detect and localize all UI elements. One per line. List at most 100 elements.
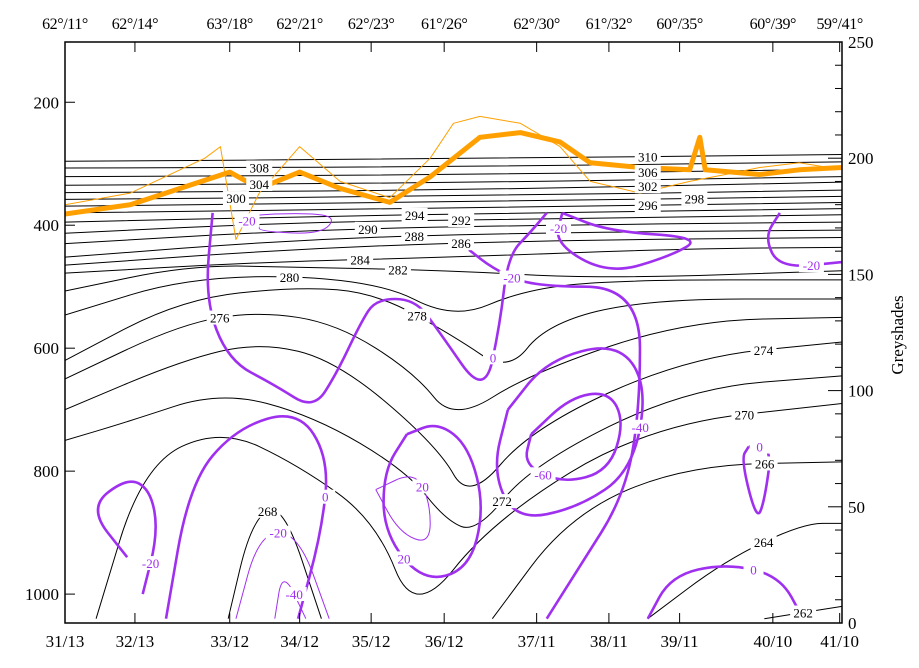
omega-label-bg — [627, 419, 653, 434]
omega-label: -20 — [238, 213, 255, 228]
isentrope-label-bg — [790, 605, 817, 620]
isentrope-label: 298 — [685, 191, 705, 206]
isentrope-label: 274 — [754, 343, 774, 358]
isentrope-label-bg — [222, 191, 249, 206]
top-tick-label: 62°/14° — [112, 16, 158, 33]
isentrope-label: 278 — [407, 309, 427, 324]
y-tick-label-right: 50 — [848, 498, 865, 517]
omega-label: -60 — [534, 467, 551, 482]
isentrope-label-bg — [246, 177, 273, 192]
omega-label-bg — [798, 258, 824, 273]
isentrope-label-bg — [246, 160, 273, 175]
isentrope-label-bg — [206, 310, 233, 325]
isentrope-284 — [65, 246, 842, 274]
isentrope-308 — [65, 161, 842, 169]
isentrope-282 — [65, 265, 842, 292]
omega-label: 0 — [756, 440, 763, 455]
isentrope-label-bg — [750, 342, 777, 357]
omega-label-bg — [743, 562, 764, 577]
isentrope-label: 264 — [754, 535, 774, 550]
omega-label: 0 — [490, 350, 497, 365]
x-tick-label: 36/12 — [425, 632, 464, 651]
omega-label-bg — [530, 467, 556, 482]
isentrope-label: 290 — [358, 222, 378, 237]
isentrope-label: 282 — [388, 262, 408, 277]
omega-label-bg — [546, 220, 572, 235]
omega-contour--20 — [766, 212, 842, 267]
omega-label: -40 — [632, 420, 649, 435]
isentrope-label: 276 — [210, 311, 230, 326]
isentrope-label: 308 — [250, 160, 270, 175]
y-tick-label-right: 100 — [848, 382, 874, 401]
isentrope-label-bg — [354, 221, 381, 236]
x-tick-label: 34/12 — [280, 632, 319, 651]
plot-frame — [64, 41, 843, 624]
isentrope-label-bg — [681, 191, 708, 206]
isentrope-266 — [491, 461, 842, 619]
isentrope-288 — [65, 229, 842, 258]
isentrope-label: 286 — [451, 236, 471, 251]
omega-label-bg — [499, 270, 525, 285]
isentrope-label-bg — [750, 535, 777, 550]
isentrope-264 — [647, 522, 842, 620]
y-tick-label-right: 150 — [848, 265, 874, 284]
y-tick-label-left: 1000 — [25, 585, 59, 604]
omega-label: 0 — [322, 490, 329, 505]
omega-label-bg — [393, 551, 414, 566]
isentrope-label: 288 — [405, 229, 425, 244]
right-axis-title: Greyshades — [888, 295, 907, 374]
isentrope-label-bg — [447, 236, 474, 251]
omega-label: -20 — [503, 271, 520, 286]
omega-label-bg — [138, 556, 164, 571]
omega-contour--40 — [274, 581, 307, 619]
omega-label-bg — [265, 525, 291, 540]
greyshade-thin-line — [65, 115, 842, 240]
y-tick-label-right: 0 — [848, 614, 857, 633]
isentrope-294 — [65, 208, 842, 223]
x-tick-label: 37/11 — [518, 632, 556, 651]
top-tick-label: 60°/39° — [750, 16, 796, 33]
isentrope-label: 306 — [638, 165, 658, 180]
isentrope-label-bg — [276, 269, 303, 284]
isentrope-label-bg — [731, 407, 758, 422]
isentrope-label-bg — [254, 503, 281, 518]
isentrope-276 — [65, 313, 842, 411]
top-tick-label: 61°/32° — [586, 16, 632, 33]
top-tick-label: 59°/41° — [816, 16, 862, 33]
isentrope-label-bg — [384, 262, 411, 277]
x-tick-label: 39/11 — [661, 632, 699, 651]
isentrope-label: 302 — [638, 179, 658, 194]
y-tick-label-left: 400 — [34, 216, 60, 235]
isentrope-label-bg — [634, 179, 661, 194]
isentrope-274 — [65, 341, 842, 487]
isentrope-label: 296 — [638, 198, 658, 213]
omega-label-bg — [483, 350, 504, 365]
top-tick-label: 62°/30° — [513, 16, 559, 33]
isentrope-label-bg — [401, 207, 428, 222]
y-tick-label-right: 250 — [848, 33, 874, 52]
omega-contour--20 — [468, 248, 642, 620]
isentrope-label-bg — [401, 228, 428, 243]
x-tick-label: 40/10 — [753, 632, 792, 651]
isentrope-label: 280 — [280, 270, 300, 285]
omega-label: -20 — [270, 526, 287, 541]
top-tick-label: 62°/21° — [276, 16, 322, 33]
isentrope-label-bg — [404, 308, 431, 323]
y-tick-label-left: 600 — [34, 339, 60, 358]
omega-contour-0 — [646, 565, 805, 620]
isentrope-296 — [65, 201, 842, 214]
top-tick-label: 63°/18° — [206, 16, 252, 33]
omega-contour-0 — [164, 415, 328, 620]
isentrope-label: 310 — [638, 150, 658, 165]
isentrope-label: 300 — [226, 191, 246, 206]
x-tick-label: 31/13 — [46, 632, 85, 651]
x-tick-label: 33/12 — [210, 632, 249, 651]
isentrope-302 — [65, 181, 842, 194]
isentrope-298 — [65, 195, 842, 207]
omega-label: -20 — [142, 556, 159, 571]
isentrope-label: 284 — [350, 253, 370, 268]
omega-label: -20 — [550, 221, 567, 236]
top-tick-label: 62°/23° — [348, 16, 394, 33]
omega-contour-0 — [206, 212, 548, 404]
